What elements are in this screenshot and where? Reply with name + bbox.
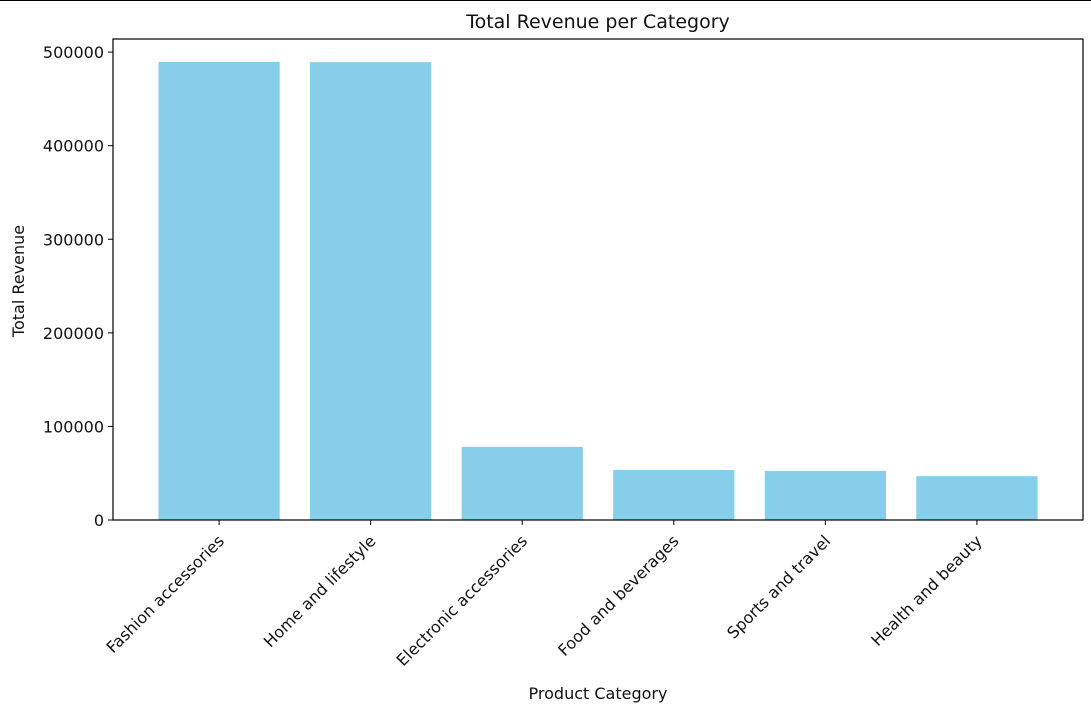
x-axis: Fashion accessories Home and lifestyle Ele… [102,520,986,670]
plot-area-frame [112,38,1084,521]
x-tick-label: Electronic accessories [393,531,531,669]
bar-sports-and-travel [764,470,886,520]
bar-electronic-accessories [461,446,583,520]
bar-health-and-beauty [916,476,1038,520]
y-axis: 0 100000 200000 300000 400000 500000 [43,43,113,530]
bars-layer [158,61,1038,521]
bar-fashion-accessories [158,61,280,520]
y-tick-label: 300000 [43,230,104,249]
chart-title: Total Revenue per Category [465,11,730,33]
y-tick-label: 0 [94,511,104,530]
x-axis-title: Product Category [529,684,668,703]
y-tick-label: 400000 [43,137,104,156]
x-tick-label: Fashion accessories [102,531,227,656]
bar-food-and-beverages [613,469,735,520]
y-axis-title: Total Revenue [9,225,28,338]
y-tick-label: 500000 [43,43,104,62]
x-tick-label: Sports and travel [723,531,834,642]
bar-home-and-lifestyle [310,62,432,521]
x-tick-label: Food and beverages [554,531,682,659]
x-tick-label: Health and beauty [867,531,985,649]
x-tick-label: Home and lifestyle [260,531,380,651]
y-tick-label: 100000 [43,417,104,436]
y-tick-label: 200000 [43,324,104,343]
